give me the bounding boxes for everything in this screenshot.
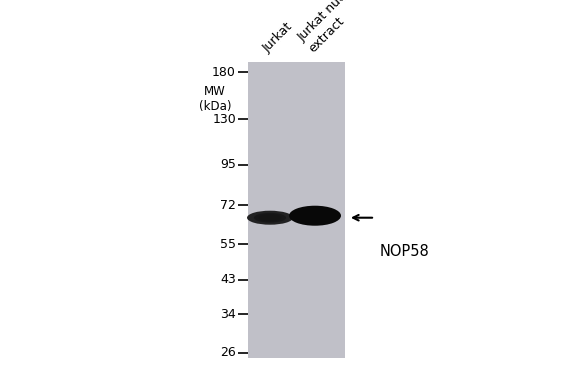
Ellipse shape: [247, 211, 293, 225]
Text: 34: 34: [220, 308, 236, 321]
Text: 72: 72: [220, 198, 236, 212]
Text: 130: 130: [212, 113, 236, 126]
Text: 180: 180: [212, 65, 236, 79]
Ellipse shape: [289, 206, 341, 226]
Ellipse shape: [301, 210, 329, 221]
Text: MW
(kDa): MW (kDa): [198, 85, 231, 113]
Ellipse shape: [258, 214, 282, 221]
Text: 26: 26: [220, 347, 236, 359]
Text: Jurkat nuclear
extract: Jurkat nuclear extract: [295, 0, 377, 55]
Bar: [248, 62, 345, 358]
Text: Jurkat: Jurkat: [261, 20, 296, 55]
Text: NOP58: NOP58: [380, 245, 430, 260]
Ellipse shape: [296, 208, 335, 223]
Text: 55: 55: [220, 238, 236, 251]
Ellipse shape: [254, 213, 286, 223]
Text: 95: 95: [220, 158, 236, 171]
Text: 43: 43: [220, 273, 236, 287]
